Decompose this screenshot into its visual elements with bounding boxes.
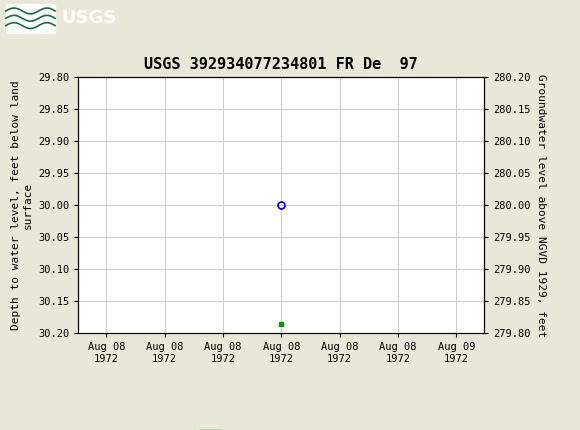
Text: USGS: USGS: [61, 9, 116, 27]
Legend: Period of approved data: Period of approved data: [194, 426, 368, 430]
Y-axis label: Groundwater level above NGVD 1929, feet: Groundwater level above NGVD 1929, feet: [536, 74, 546, 337]
FancyBboxPatch shape: [6, 3, 55, 33]
Y-axis label: Depth to water level, feet below land
surface: Depth to water level, feet below land su…: [11, 80, 32, 330]
Title: USGS 392934077234801 FR De  97: USGS 392934077234801 FR De 97: [144, 57, 418, 72]
